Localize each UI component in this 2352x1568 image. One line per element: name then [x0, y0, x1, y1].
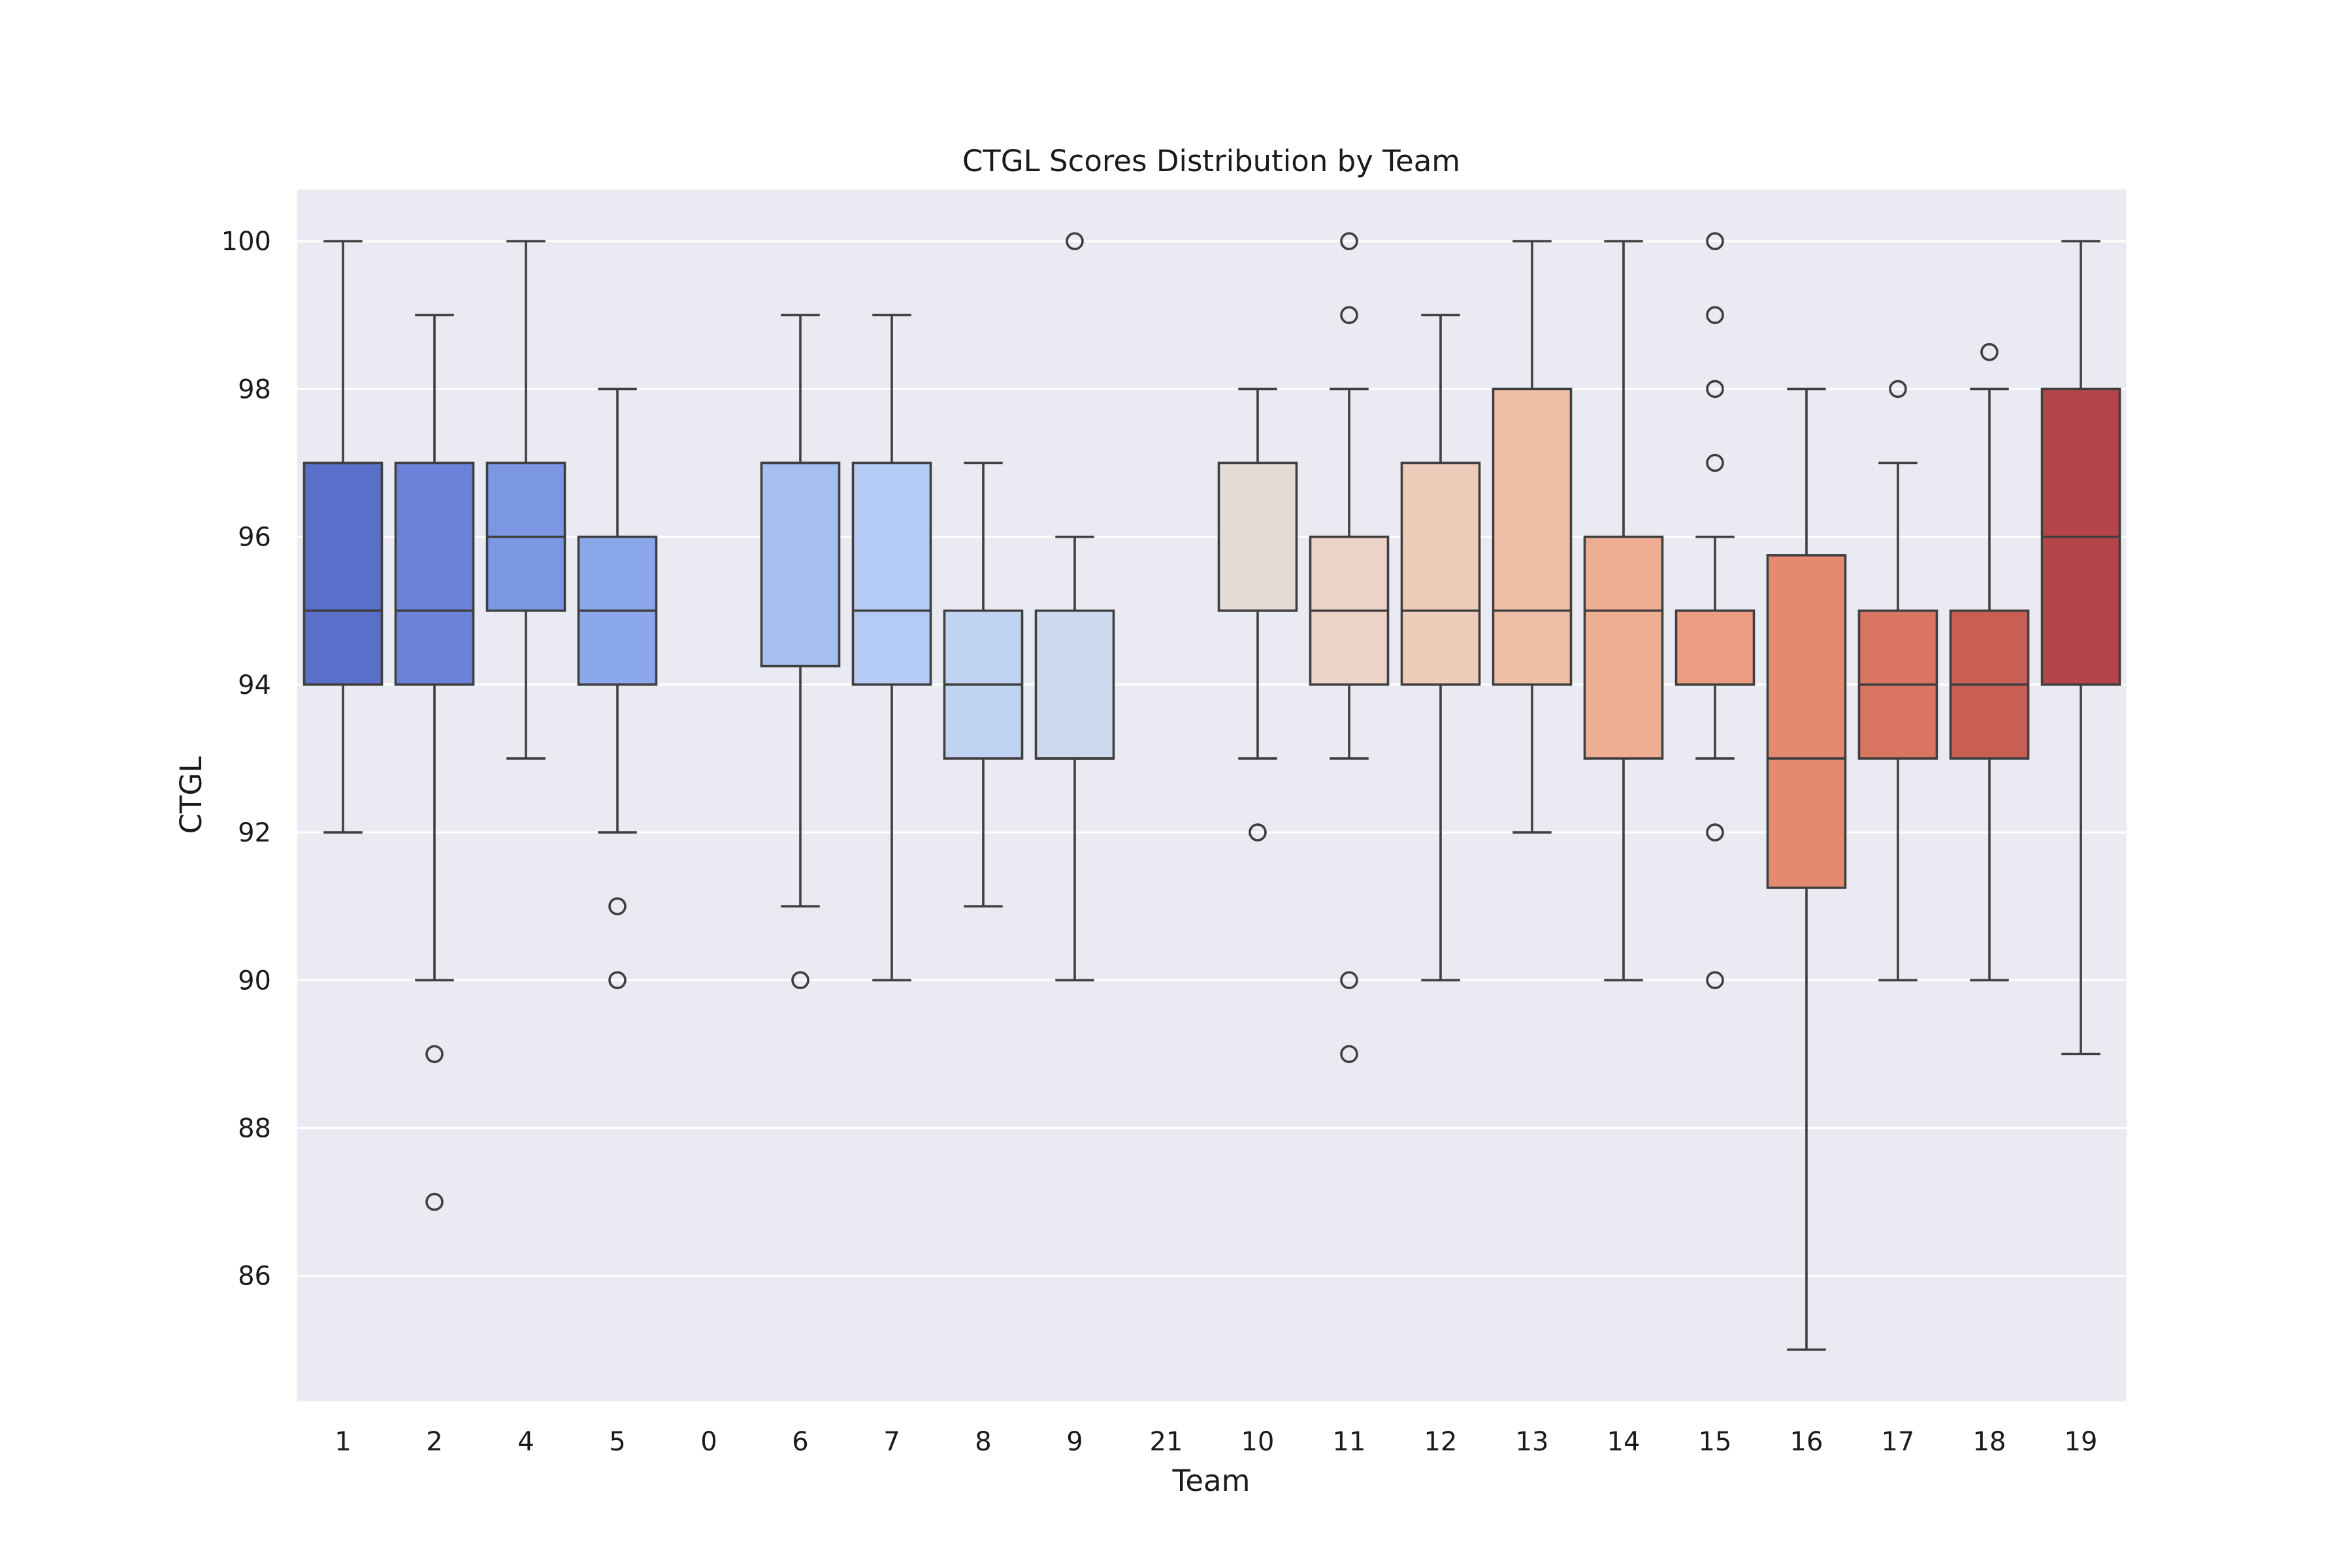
iqr-box	[1766, 554, 1847, 889]
box-team-19	[2040, 240, 2121, 1056]
box-team-8	[943, 461, 1024, 907]
x-tick-label: 2	[426, 1427, 442, 1457]
plot-area	[297, 189, 2127, 1401]
x-tick-labels: 1 2 4 5 0 6 7 8 9 21 10 11 12 13 14 15 16 17 18 19	[335, 1427, 2097, 1457]
x-tick-label: 21	[1150, 1427, 1183, 1457]
outlier-point	[791, 971, 809, 990]
outlier-point	[1706, 232, 1724, 250]
outlier-point	[425, 1045, 444, 1064]
y-tick-label: 86	[238, 1262, 271, 1292]
y-axis-label: CTGL	[174, 757, 208, 834]
y-tick-label: 90	[238, 966, 271, 996]
outlier-point	[1066, 232, 1084, 250]
iqr-box	[1674, 609, 1756, 686]
iqr-box	[394, 461, 475, 686]
y-tick-label: 88	[238, 1113, 271, 1143]
outlier-point	[1889, 380, 1907, 399]
outlier-point	[1980, 343, 1999, 361]
box-team-18	[1949, 343, 2030, 982]
outlier-point	[1706, 306, 1724, 325]
box-team-2	[394, 314, 475, 1211]
x-tick-label: 18	[1973, 1427, 2006, 1457]
y-tick-label: 92	[238, 818, 271, 848]
outlier-point	[1340, 306, 1358, 325]
boxes	[302, 232, 2121, 1351]
x-tick-label: 7	[883, 1427, 900, 1457]
box-team-15	[1674, 232, 1756, 990]
x-tick-label: 0	[700, 1427, 717, 1457]
x-tick-label: 14	[1607, 1427, 1641, 1457]
x-tick-label: 5	[609, 1427, 625, 1457]
box-team-6	[760, 314, 841, 990]
outlier-point	[1706, 971, 1724, 990]
box-team-16	[1766, 387, 1847, 1351]
outlier-point	[608, 897, 627, 915]
x-tick-label: 11	[1333, 1427, 1366, 1457]
box-team-17	[1857, 380, 1938, 982]
x-axis-label: Team	[1172, 1463, 1250, 1498]
outlier-point	[1340, 232, 1358, 250]
x-tick-label: 13	[1516, 1427, 1549, 1457]
y-tick-label: 94	[238, 670, 271, 700]
x-tick-label: 8	[975, 1427, 991, 1457]
outlier-point	[1340, 1045, 1358, 1064]
iqr-box	[1217, 461, 1298, 612]
iqr-box	[760, 461, 841, 668]
y-tick-labels: 86 88 90 92 94 96 98 100	[221, 227, 271, 1292]
x-tick-label: 10	[1241, 1427, 1275, 1457]
iqr-box	[851, 461, 932, 686]
iqr-box	[1400, 461, 1481, 686]
box-team-10	[1217, 387, 1298, 841]
box-team-13	[1492, 240, 1573, 834]
outlier-point	[1706, 453, 1724, 472]
x-tick-label: 16	[1790, 1427, 1823, 1457]
box-team-12	[1400, 314, 1481, 982]
outlier-point	[425, 1192, 444, 1211]
x-tick-label: 6	[792, 1427, 808, 1457]
outlier-point	[608, 971, 627, 990]
x-tick-label: 17	[1882, 1427, 1915, 1457]
chart-title: CTGL Scores Distribution by Team	[962, 144, 1460, 178]
box-team-4	[485, 240, 566, 760]
x-tick-label: 19	[2065, 1427, 2098, 1457]
iqr-box	[302, 461, 384, 686]
iqr-box	[1492, 387, 1573, 686]
y-tick-label: 98	[238, 374, 271, 404]
box-team-11	[1309, 232, 1390, 1064]
box-team-14	[1583, 240, 1664, 982]
iqr-box	[1583, 535, 1664, 760]
outlier-point	[1249, 823, 1267, 841]
box-team-5	[577, 387, 658, 990]
outlier-point	[1706, 380, 1724, 399]
outlier-point	[1340, 971, 1358, 990]
y-tick-label: 96	[238, 523, 271, 553]
outlier-point	[1706, 823, 1724, 841]
iqr-box	[1034, 609, 1115, 760]
x-tick-label: 12	[1424, 1427, 1458, 1457]
box-team-7	[851, 314, 932, 982]
x-tick-label: 9	[1066, 1427, 1083, 1457]
box-team-9	[1034, 232, 1115, 982]
x-tick-label: 4	[517, 1427, 534, 1457]
y-tick-label: 100	[221, 227, 271, 257]
x-tick-label: 1	[335, 1427, 351, 1457]
box-team-1	[302, 240, 384, 834]
x-tick-label: 15	[1699, 1427, 1732, 1457]
